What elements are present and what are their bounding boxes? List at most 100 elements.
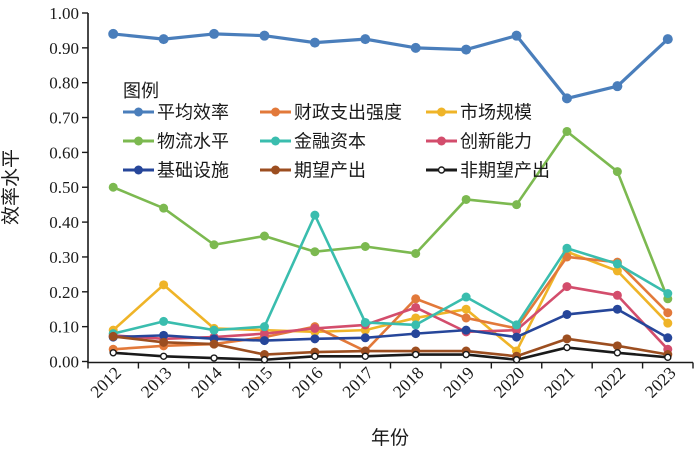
series-marker-期望产出 [612,341,622,351]
series-line-平均效率 [113,32,669,100]
series-marker-创新能力 [562,282,572,292]
legend-swatch-marker-创新能力 [437,136,446,146]
series-marker-非期望产出 [462,350,470,359]
series-marker-创新能力 [310,323,320,333]
legend-label-金融资本: 金融资本 [294,131,366,151]
series-marker-物流水平 [108,182,118,192]
series-marker-非期望产出 [361,352,369,360]
series-marker-平均效率 [461,44,472,55]
series-marker-物流水平 [411,248,421,258]
series-marker-期望产出 [209,339,219,349]
series-marker-基础设施 [461,325,471,335]
x-axis-tick-label: 2016 [288,363,327,402]
legend-label-基础设施: 基础设施 [157,160,229,180]
series-marker-平均效率 [410,42,421,53]
x-axis-tick-label: 2022 [590,363,629,402]
series-marker-金融资本 [259,322,269,332]
x-axis-tick-label: 2023 [641,363,680,402]
x-axis-tick-label: 2014 [187,363,226,402]
series-marker-金融资本 [209,325,219,335]
series-marker-平均效率 [662,34,673,45]
y-axis-tick-label: 0.10 [49,318,79,337]
series-line-物流水平 [112,130,670,300]
series-marker-平均效率 [561,93,572,104]
series-marker-市场规模 [612,266,622,276]
series-marker-基础设施 [360,333,370,343]
series-marker-期望产出 [360,346,370,356]
legend-label-非期望产出: 非期望产出 [460,160,550,180]
series-marker-金融资本 [461,292,471,302]
series-marker-基础设施 [612,304,622,314]
series-marker-平均效率 [309,37,320,48]
legend-swatch-marker-平均效率 [134,107,143,117]
chart-generated-content: 0.00 0.10 0.20 0.30 0.40 0.50 0.60 0.70 0.80 0.90… [49,4,694,402]
series-marker-基础设施 [310,334,320,344]
series-marker-物流水平 [360,241,370,251]
series-marker-非期望产出 [664,353,672,362]
y-axis-tick-label: 0.30 [49,248,79,267]
legend-swatch-marker-财政支出强度 [271,107,280,117]
series-marker-非期望产出 [210,354,218,362]
series-marker-平均效率 [108,28,119,39]
series-marker-非期望产出 [613,349,622,357]
series-marker-金融资本 [159,316,169,326]
series-marker-金融资本 [512,320,522,330]
series-marker-市场规模 [461,304,471,314]
series-marker-物流水平 [461,194,471,204]
series-marker-物流水平 [159,203,169,213]
series-marker-非期望产出 [260,356,269,364]
y-axis-tick-label: 0.60 [49,143,79,162]
x-axis-tick-label: 2017 [338,363,377,402]
series-marker-市场规模 [663,318,673,328]
series-marker-基础设施 [512,332,522,342]
x-axis-tick-label: 2019 [439,363,478,402]
legend-label-市场规模: 市场规模 [460,102,532,122]
series-marker-非期望产出 [563,343,571,352]
legend-label-物流水平: 物流水平 [157,131,229,151]
y-axis-title: 效率水平 [0,149,22,225]
y-axis-tick-label: 0.00 [49,352,79,371]
series-line-期望产出 [113,335,669,358]
y-axis-tick-label: 0.80 [49,74,79,93]
series-marker-期望产出 [108,331,118,341]
series-marker-物流水平 [259,231,269,241]
x-axis-tick-label: 2020 [489,363,528,402]
series-marker-市场规模 [411,313,421,323]
legend-swatch-marker-市场规模 [437,107,446,117]
y-axis-tick-label: 0.50 [49,178,79,197]
series-marker-金融资本 [562,243,572,253]
legend-swatch-marker-物流水平 [134,136,143,146]
series-marker-非期望产出 [159,352,168,360]
x-axis-title: 年份 [371,427,409,449]
y-axis-tick-label: 0.40 [49,213,79,232]
x-axis-tick-label: 2021 [540,363,579,402]
series-marker-期望产出 [259,350,269,360]
series-marker-平均效率 [360,34,371,45]
series-marker-基础设施 [411,329,421,339]
series-marker-物流水平 [612,167,622,177]
y-axis-tick-label: 1.00 [49,4,79,23]
series-marker-非期望产出 [412,350,420,359]
series-marker-非期望产出 [109,349,117,357]
series-marker-财政支出强度 [562,252,572,262]
series-marker-金融资本 [360,317,370,327]
legend-swatch-marker-金融资本 [271,136,280,146]
x-axis-tick-label: 2012 [86,363,125,402]
series-marker-金融资本 [411,320,421,330]
x-axis-tick-label: 2015 [237,363,276,402]
series-line-非期望产出 [113,346,668,362]
series-marker-平均效率 [209,28,220,39]
series-marker-非期望产出 [512,356,521,364]
series-marker-金融资本 [310,210,320,220]
series-line-基础设施 [113,307,669,342]
series-marker-基础设施 [259,336,269,346]
legend-swatch-marker-期望产出 [271,165,280,175]
y-axis-tick-label: 0.20 [49,283,79,302]
y-axis-tick-label: 0.90 [49,39,79,58]
legend-label-期望产出: 期望产出 [294,160,366,180]
series-marker-平均效率 [612,81,623,92]
series-marker-基础设施 [159,330,169,340]
legend-label-创新能力: 创新能力 [460,131,532,151]
